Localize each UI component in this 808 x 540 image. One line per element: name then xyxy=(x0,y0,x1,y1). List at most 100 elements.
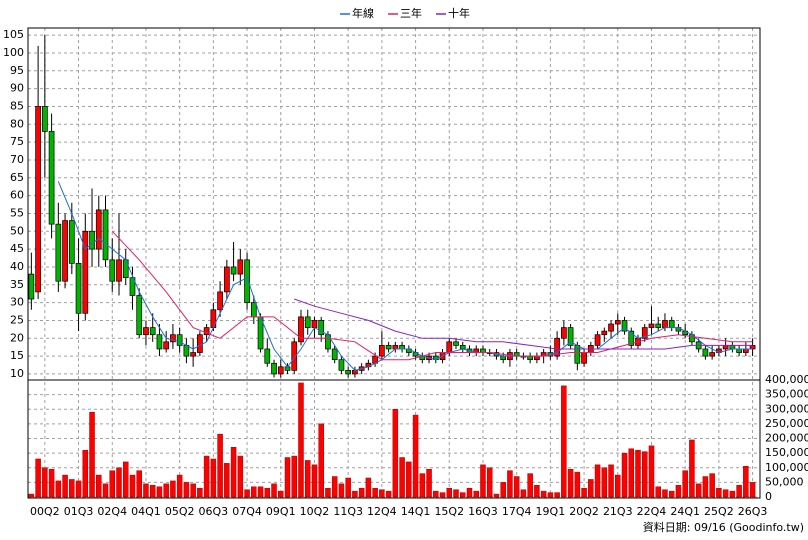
volume-bar xyxy=(628,448,635,498)
x-tick-label: 02Q4 xyxy=(97,505,127,518)
candle-body xyxy=(379,345,385,357)
candle-body xyxy=(62,220,68,282)
candle-body xyxy=(89,230,95,250)
volume-bar xyxy=(608,464,614,498)
candle-body xyxy=(601,330,608,336)
candle-body xyxy=(277,366,284,375)
source-note: 資料日期: 09/16 (Goodinfo.tw) xyxy=(643,520,804,534)
x-tick-label: 01Q3 xyxy=(64,505,94,518)
candle-body xyxy=(709,352,715,357)
ma-line xyxy=(111,230,753,361)
candle-body xyxy=(217,291,223,311)
y-tick-label: 70 xyxy=(10,153,24,166)
candle-body xyxy=(749,345,756,350)
candle-body xyxy=(129,277,136,296)
volume-bar xyxy=(89,411,95,498)
y-tick-label: 85 xyxy=(10,99,24,112)
x-tick-label: 19Q1 xyxy=(536,505,566,518)
volume-bar xyxy=(473,490,479,498)
volume-bar xyxy=(82,449,89,498)
ma-line xyxy=(57,181,753,371)
volume-bar xyxy=(439,492,446,498)
y2-tick-label: 200,000 xyxy=(765,432,808,445)
volume-bar xyxy=(406,461,412,498)
volume-bar xyxy=(217,433,223,498)
volume-bar xyxy=(28,493,35,498)
plot-frame xyxy=(27,27,761,499)
candle-body xyxy=(237,259,244,275)
volume-bar xyxy=(749,482,756,498)
candle-body xyxy=(567,327,574,346)
x-tick-label: 10Q2 xyxy=(300,505,330,518)
volume-bar xyxy=(540,490,547,498)
volume-bar xyxy=(116,467,122,498)
volume-bar xyxy=(365,477,372,498)
volume-bar xyxy=(709,473,715,498)
y-tick-label: 40 xyxy=(10,260,24,273)
volume-bar xyxy=(675,485,682,498)
volume-bar xyxy=(412,414,419,498)
volume-bar xyxy=(318,423,324,498)
volume-bar xyxy=(689,439,695,498)
candle-body xyxy=(170,334,176,343)
x-tick-label: 00Q2 xyxy=(30,505,60,518)
legend-label: 三年 xyxy=(400,6,422,20)
volume-bar xyxy=(176,474,183,498)
volume-bar xyxy=(466,487,473,498)
x-tick-label: 24Q1 xyxy=(670,505,700,518)
candle-body xyxy=(28,273,35,300)
volume-bar xyxy=(601,467,608,498)
candle-body xyxy=(250,302,257,318)
x-tick-label: 09Q1 xyxy=(266,505,296,518)
volume-bar xyxy=(736,485,742,498)
x-tick-label: 20Q2 xyxy=(569,505,599,518)
y-tick-label: 50 xyxy=(10,224,24,237)
volume-bar xyxy=(122,461,129,498)
volume-bar xyxy=(96,474,102,498)
candle-body xyxy=(143,327,149,336)
legend-label: 年線 xyxy=(352,6,374,20)
volume-bar xyxy=(136,470,142,498)
volume-bar xyxy=(682,470,688,498)
candle-body xyxy=(581,352,587,364)
volume-bar xyxy=(237,455,244,498)
volume-bar xyxy=(743,466,749,498)
candle-body xyxy=(291,341,298,371)
volume-bar xyxy=(486,467,493,498)
volume-bar xyxy=(102,483,109,498)
volume-bar xyxy=(567,468,574,498)
candle-body xyxy=(459,345,466,350)
volume-bar xyxy=(352,490,358,498)
volume-bar xyxy=(460,492,466,498)
y-tick-label: 80 xyxy=(10,117,24,130)
candle-body xyxy=(729,345,736,350)
candle-body xyxy=(338,359,345,371)
volume-bar xyxy=(264,487,271,498)
candle-body xyxy=(203,327,210,336)
candle-body xyxy=(534,355,540,361)
x-tick-label: 17Q4 xyxy=(502,505,532,518)
candle-body xyxy=(35,106,41,293)
volume-bar xyxy=(419,473,426,498)
volume-bar xyxy=(163,483,169,498)
volume-bar xyxy=(520,489,527,498)
volume-bar xyxy=(197,487,203,498)
x-tick-label: 26Q3 xyxy=(738,505,768,518)
candle-body xyxy=(594,334,601,346)
volume-bar xyxy=(594,464,601,498)
y-tick-label: 15 xyxy=(10,349,24,362)
y-tick-label: 60 xyxy=(10,189,24,202)
candle-body xyxy=(223,266,230,293)
candle-body xyxy=(122,259,129,278)
candle-body xyxy=(662,320,668,328)
volume-bar xyxy=(284,457,291,498)
volume-bar xyxy=(251,486,257,498)
volume-bar xyxy=(534,485,540,498)
volume-bar xyxy=(109,470,116,498)
volume-bar xyxy=(662,489,668,498)
candle-body xyxy=(55,223,62,282)
y-tick-label: 25 xyxy=(10,313,24,326)
volume-bar xyxy=(574,471,581,498)
volume-bar xyxy=(372,487,378,498)
x-tick-label: 06Q3 xyxy=(199,505,229,518)
